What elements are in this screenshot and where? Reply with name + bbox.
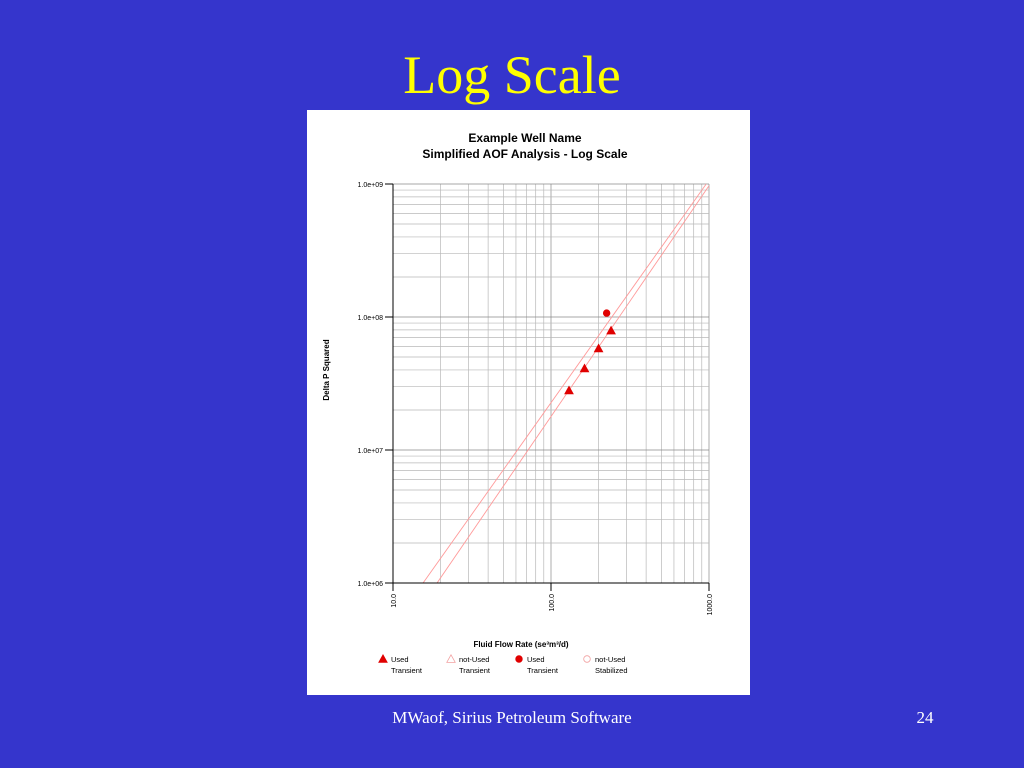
- legend-marker: [378, 653, 388, 663]
- legend-item: Used Transient: [515, 655, 559, 675]
- legend-label: Stabilized: [595, 666, 628, 675]
- y-tick-label: 1.0e+07: [358, 448, 384, 455]
- chart-title: Example Well Name: [468, 131, 581, 145]
- fit-line: [422, 183, 707, 584]
- legend-label: Transient: [391, 666, 423, 675]
- legend-marker: [583, 655, 591, 663]
- aof-log-chart: Example Well Name Simplified AOF Analysi…: [322, 131, 715, 675]
- data-point-triangle: [606, 325, 616, 335]
- fit-line: [436, 185, 710, 584]
- legend-item: Used Transient: [378, 653, 423, 675]
- chart-panel: Example Well Name Simplified AOF Analysi…: [307, 110, 750, 695]
- y-tick-label: 1.0e+06: [358, 581, 384, 588]
- legend-label: not-Used: [595, 655, 625, 664]
- page-number: 24: [916, 708, 934, 727]
- fit-lines: [422, 183, 710, 584]
- legend-marker: [515, 655, 523, 663]
- data-point-triangle: [593, 343, 604, 353]
- legend-label: not-Used: [459, 655, 489, 664]
- legend-item: not-Used Transient: [446, 653, 491, 675]
- x-tick-label: 100.0: [549, 594, 556, 612]
- axes: 1.0e+06 1.0e+07 1.0e+08 1.0e+09 10.0 100.0 100…: [358, 182, 715, 615]
- slide-title: Log Scale: [403, 45, 621, 105]
- legend-label: Used: [527, 655, 545, 664]
- legend: Used Transient not-Used Transient Used Transi…: [378, 653, 628, 675]
- y-axis-label: Delta P Squared: [322, 339, 331, 400]
- legend-item: not-Used Stabilized: [583, 655, 628, 675]
- data-point-triangle: [564, 385, 574, 395]
- legend-label: Transient: [459, 666, 491, 675]
- grid: [392, 183, 710, 584]
- data-points: [564, 309, 616, 395]
- y-tick-label: 1.0e+08: [358, 315, 384, 322]
- x-tick-label: 1000.0: [707, 594, 714, 616]
- chart-subtitle: Simplified AOF Analysis - Log Scale: [422, 147, 627, 161]
- x-axis-label: Fluid Flow Rate (se³m³/d): [473, 640, 568, 649]
- y-tick-label: 1.0e+09: [358, 182, 384, 189]
- x-tick-label: 10.0: [391, 594, 398, 608]
- legend-label: Used: [391, 655, 409, 664]
- legend-label: Transient: [527, 666, 559, 675]
- data-point-triangle: [579, 363, 590, 373]
- legend-marker: [446, 653, 456, 663]
- footer-text: MWaof, Sirius Petroleum Software: [392, 708, 632, 727]
- data-point-circle: [602, 309, 611, 317]
